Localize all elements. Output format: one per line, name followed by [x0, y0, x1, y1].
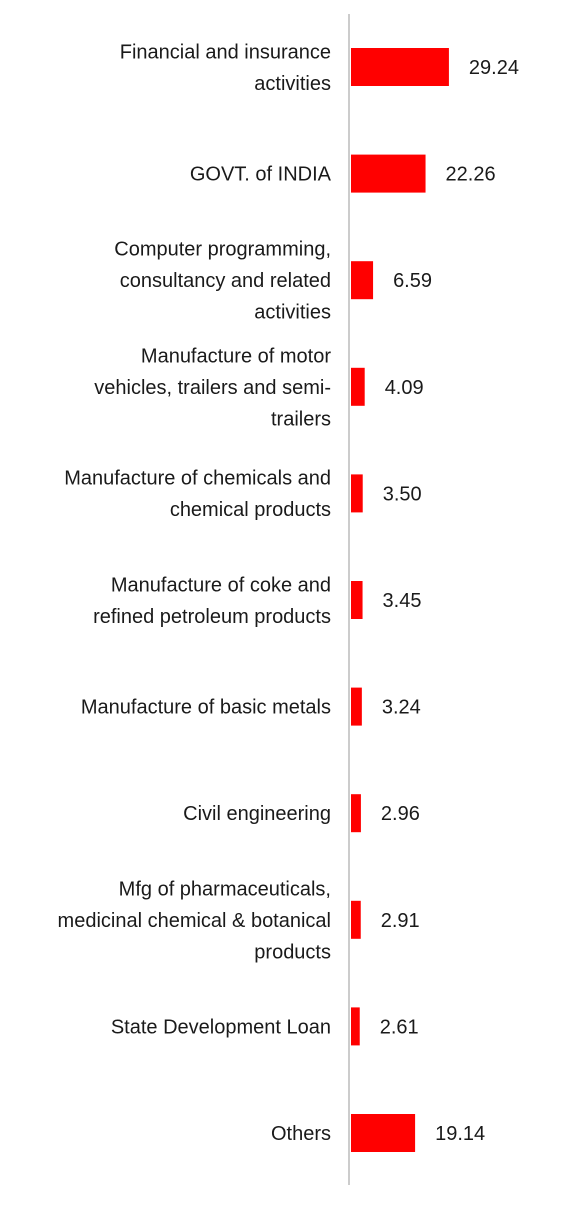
value-label-manufacture-of-chemicals-and-chemical-products: 3.50	[383, 483, 422, 505]
category-label-line: Manufacture of motor	[141, 345, 331, 367]
value-label-govt-of-india: 22.26	[446, 164, 496, 186]
category-label-line: products	[254, 941, 331, 963]
bar-manufacture-of-motor-vehicles-trailers-and-semi-trailers	[351, 367, 365, 406]
bar-financial-and-insurance-activities	[351, 48, 449, 86]
value-label-computer-programming-consultancy-and-related-activities: 6.59	[393, 270, 432, 292]
bar-manufacture-of-coke-and-refined-petroleum-products	[351, 581, 363, 619]
bar-govt-of-india	[351, 154, 426, 193]
category-label-line: Financial and insurance	[120, 41, 331, 63]
category-label-mfg-of-pharmaceuticals-medicinal-chemical-botanical-products: Mfg of pharmaceuticals, medicinal chemica…	[58, 878, 331, 963]
category-label-state-development-loan: State Development Loan	[111, 1016, 331, 1038]
category-label-line: trailers	[271, 408, 331, 430]
category-label-manufacture-of-chemicals-and-chemical-products: Manufacture of chemicals and chemical pro…	[64, 468, 331, 522]
bar-manufacture-of-basic-metals	[351, 687, 362, 726]
category-label-line: activities	[254, 73, 331, 95]
category-label-line: Mfg of pharmaceuticals,	[119, 878, 331, 900]
category-label-line: Computer programming,	[114, 239, 331, 261]
category-label-govt-of-india: GOVT. of INDIA	[190, 164, 332, 186]
category-label-line: Others	[271, 1123, 331, 1145]
value-label-manufacture-of-basic-metals: 3.24	[382, 697, 421, 719]
category-label-line: vehicles, trailers and semi-	[94, 377, 331, 399]
bars-group	[351, 48, 449, 1152]
category-label-line: refined petroleum products	[93, 606, 331, 628]
bar-mfg-of-pharmaceuticals-medicinal-chemical-botanical-products	[351, 900, 361, 939]
category-label-financial-and-insurance-activities: Financial and insurance activities	[120, 41, 331, 95]
bar-state-development-loan	[351, 1007, 360, 1046]
value-label-civil-engineering: 2.96	[381, 803, 420, 825]
bar-civil-engineering	[351, 794, 361, 833]
category-label-line: Civil engineering	[183, 803, 331, 825]
category-label-line: activities	[254, 302, 331, 324]
category-label-civil-engineering: Civil engineering	[183, 803, 331, 825]
category-label-line: Manufacture of basic metals	[81, 697, 331, 719]
category-label-computer-programming-consultancy-and-related-activities: Computer programming, consultancy and rel…	[114, 239, 331, 324]
value-label-manufacture-of-motor-vehicles-trailers-and-semi-trailers: 4.09	[385, 377, 424, 399]
bar-manufacture-of-chemicals-and-chemical-products	[351, 474, 363, 513]
bar-computer-programming-consultancy-and-related-activities	[351, 261, 374, 300]
value-label-manufacture-of-coke-and-refined-petroleum-products: 3.45	[383, 590, 422, 612]
category-label-line: GOVT. of INDIA	[190, 164, 332, 186]
category-label-others: Others	[271, 1123, 331, 1145]
category-label-line: Manufacture of chemicals and	[64, 468, 331, 490]
value-label-state-development-loan: 2.61	[380, 1016, 419, 1038]
value-label-financial-and-insurance-activities: 29.24	[469, 57, 519, 79]
category-label-line: consultancy and related	[120, 270, 331, 292]
category-label-manufacture-of-basic-metals: Manufacture of basic metals	[81, 697, 331, 719]
value-label-others: 19.14	[435, 1123, 485, 1145]
bar-others	[351, 1114, 416, 1152]
category-label-manufacture-of-motor-vehicles-trailers-and-semi-trailers: Manufacture of motor vehicles, trailers a…	[94, 345, 331, 430]
value-label-mfg-of-pharmaceuticals-medicinal-chemical-botanical-products: 2.91	[381, 910, 420, 932]
category-label-manufacture-of-coke-and-refined-petroleum-products: Manufacture of coke and refined petroleum…	[93, 574, 331, 628]
category-label-line: Manufacture of coke and	[111, 574, 331, 596]
labels-group: 29.24 Financial and insurance activities 22…	[58, 41, 519, 1145]
category-label-line: State Development Loan	[111, 1016, 331, 1038]
category-label-line: chemical products	[170, 499, 331, 521]
category-label-line: medicinal chemical & botanical	[58, 910, 331, 932]
